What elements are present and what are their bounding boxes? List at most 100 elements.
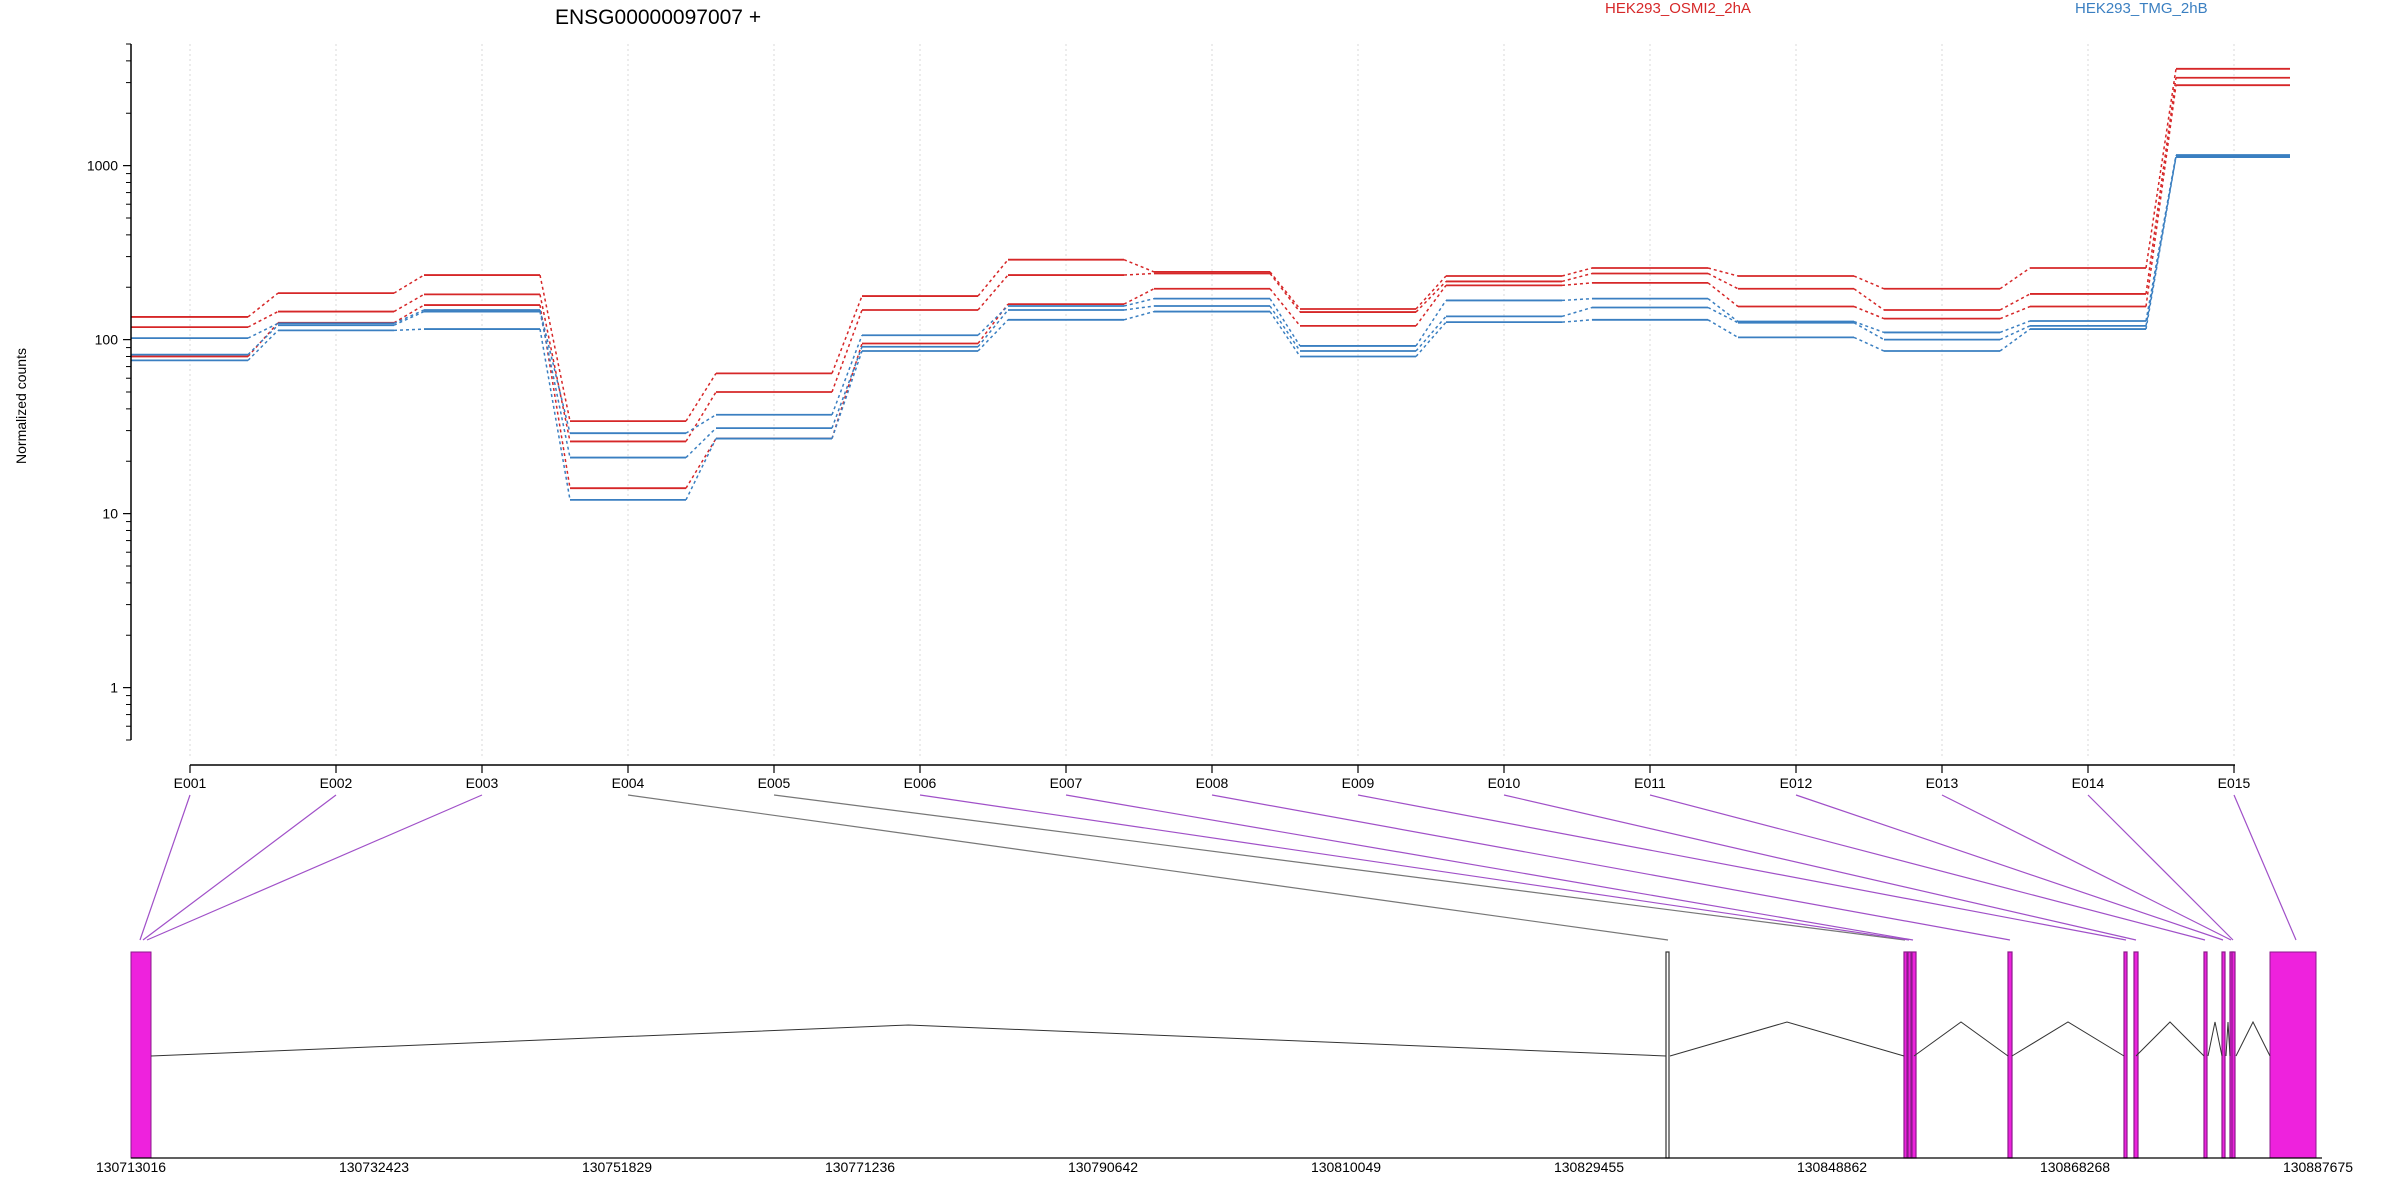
series-connector [977,305,1009,336]
series-connector [247,329,279,361]
series-line [131,76,2290,443]
exon-block [1903,951,1908,1159]
series-connector [831,309,863,393]
chart-title: ENSG00000097007 + [555,6,761,29]
series-connector [685,427,717,459]
x-tick-label: E010 [1488,775,1521,791]
series-connector [1561,282,1593,287]
series-line [131,84,2290,490]
exon-connector [1795,794,2224,941]
series-connector [1415,280,1447,313]
series-connector [831,350,863,439]
series-connector [1707,282,1739,308]
series-connector [539,274,571,422]
series-connector [1853,336,1885,352]
series-connector [1269,305,1301,352]
series-connector [1269,273,1301,313]
intron-line [2135,1021,2205,1057]
series-connector [1415,315,1447,352]
series-connector [831,334,863,416]
intron-line [150,1024,1667,1057]
x-tick-label: E012 [1780,775,1813,791]
series-connector [831,346,863,429]
series-connector [1561,297,1593,302]
series-connector [2145,77,2177,295]
x-tick-label: E015 [2218,775,2251,791]
series-connector [1707,298,1739,323]
series-connector [1853,305,1885,320]
series-line [131,67,2290,423]
legend-tmg: HEK293_TMG_2hB [2075,0,2208,17]
series-connector [1123,272,1155,276]
gene-model [130,951,2317,1159]
intron-line [2225,1021,2231,1057]
series-connector [1561,319,1593,323]
intron-line [1913,1021,2009,1057]
genomic-tick-label: 130829455 [1554,1159,1624,1175]
x-tick-label: E006 [904,775,937,791]
legend-osmi: HEK293_OSMI2_2hA [1605,0,1751,17]
genomic-tick-label: 130868268 [2040,1159,2110,1175]
x-tick-label: E011 [1634,775,1666,791]
x-ticks: E001 E002 E003 E004 E005 E006 E007 E008 E009 E010… [174,765,2251,791]
series-connector [1707,272,1739,290]
exon-connector [1211,794,2011,941]
series-connector [539,328,571,500]
genomic-tick-label: 130810049 [1311,1159,1381,1175]
exon-connector [142,794,337,941]
exon-connector [1649,794,2206,941]
genomic-tick-label: 130771236 [825,1159,895,1175]
exon-block [2007,951,2013,1159]
exon-connector [1941,794,2232,941]
exon-connector [139,794,191,941]
series-connector [1123,297,1155,307]
series-connector [1999,328,2031,352]
exon-block [2123,951,2128,1159]
x-tick-label: E009 [1342,775,1375,791]
exon-block [2269,951,2317,1159]
series-connector [1415,275,1447,310]
x-tick-label: E004 [612,775,645,791]
series-connector [539,294,571,442]
series-lines [131,67,2290,501]
series-connector [393,274,425,294]
series-connector [247,324,279,356]
series-connector [977,274,1009,311]
series-connector [685,414,717,434]
series-connector [977,319,1009,352]
exon-connector [773,794,1906,941]
series-connector [1123,310,1155,321]
series-connector [977,259,1009,297]
series-connector [393,328,425,332]
x-tick-label: E003 [466,775,499,791]
genomic-tick-label: 130732423 [339,1159,409,1175]
exon-connectors [139,794,2297,941]
series-connector [539,311,571,458]
x-tick-label: E005 [758,775,791,791]
exon-block [130,951,152,1159]
series-connector [1999,320,2031,334]
series-connector [1123,305,1155,311]
series-connector [393,293,425,313]
series-connector [1853,322,1885,341]
series-connector [1561,306,1593,318]
y-tick-label: 10 [102,506,118,522]
series-connector [247,322,279,339]
series-connector [1269,288,1301,327]
y-ticks: 1 10 100 1000 [87,43,131,741]
series-connector [1561,272,1593,283]
series-connector [1853,320,1885,334]
series-connector [1269,311,1301,357]
series-connector [977,303,1009,344]
series-connector [393,304,425,324]
series-connector [247,322,279,357]
series-connector [247,310,279,328]
series-connector [539,304,571,489]
exon-block [2203,951,2208,1159]
series-connector [685,372,717,422]
series-connector [1123,288,1155,305]
genomic-tick-label: 130887675 [2283,1159,2353,1175]
series-connector [1269,271,1301,310]
series-connector [1269,298,1301,347]
